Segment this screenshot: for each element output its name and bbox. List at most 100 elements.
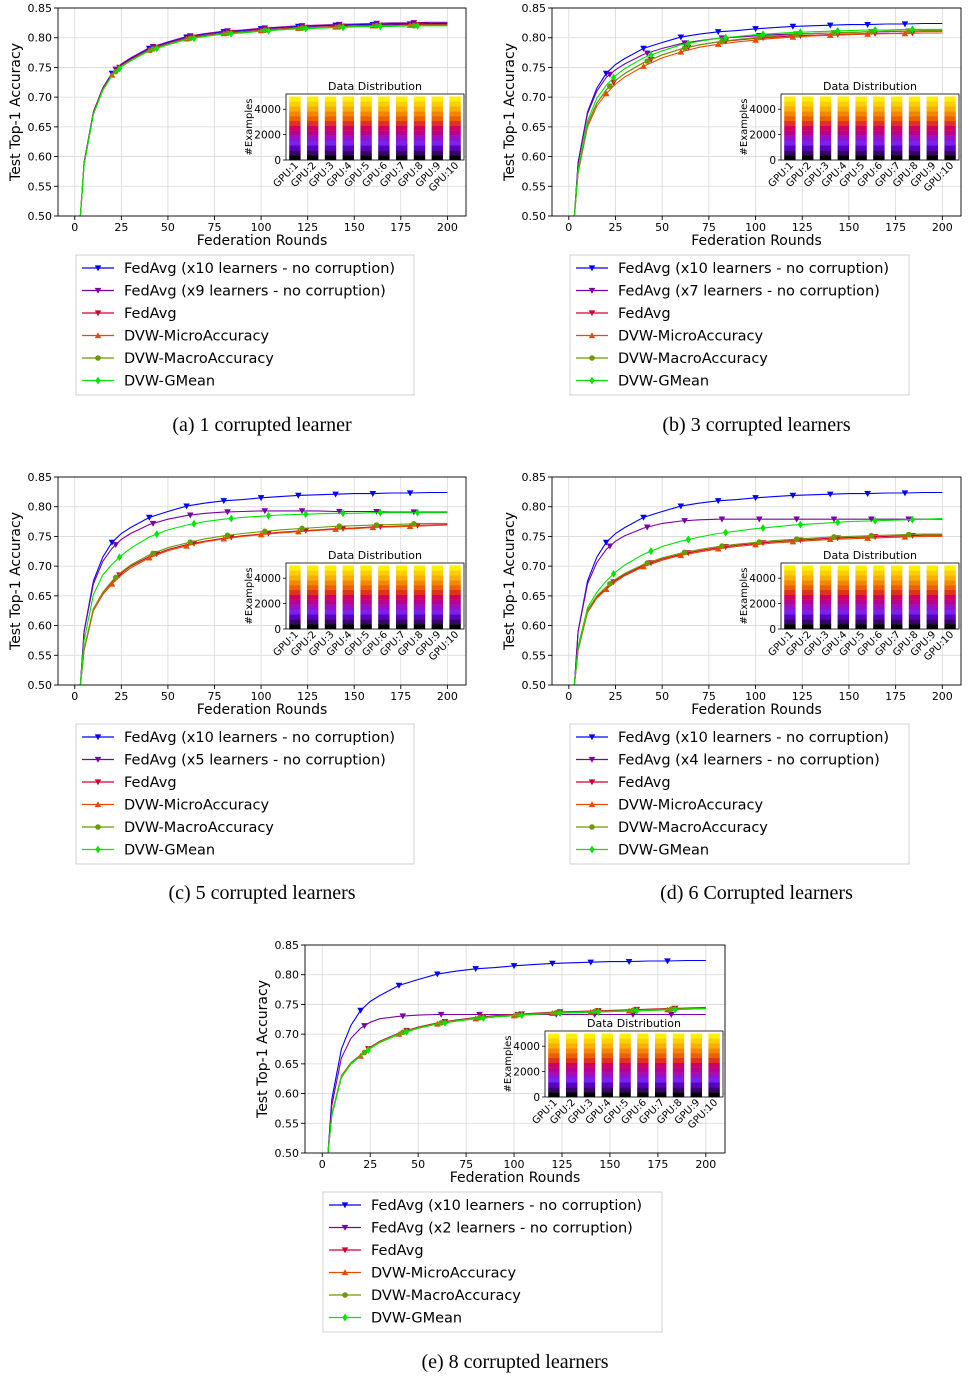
inset-bar-segment <box>378 135 390 141</box>
inset-bar-segment <box>413 570 426 576</box>
inset-bar-segment <box>855 101 867 107</box>
inset-bar-segment <box>926 155 938 161</box>
series-marker <box>220 498 228 505</box>
legend-label: DVW-MicroAccuracy <box>124 798 269 814</box>
inset-bar-segment <box>548 1057 560 1064</box>
inset-bar-segment <box>926 570 938 576</box>
inset-bar-segment <box>413 585 426 591</box>
inset-bar-segment <box>802 135 814 141</box>
legend-label: FedAvg (x9 learners - no corruption) <box>124 284 386 300</box>
inset-bar-segment <box>655 1062 667 1068</box>
inset-bar-segment <box>601 1092 613 1098</box>
inset-bar-segment <box>637 1077 649 1083</box>
inset-bar-segment <box>431 619 443 625</box>
inset-bar-segment <box>342 130 354 136</box>
inset-bar-segment <box>431 614 443 620</box>
inset-bar-segment <box>601 1043 613 1049</box>
inset-bar-segment <box>548 1043 560 1049</box>
inset-bar-segment <box>802 599 814 605</box>
inset-bar-segment <box>819 594 832 600</box>
inset-bar-segment <box>855 570 867 576</box>
inset-y-axis-label: #Examples <box>244 99 255 156</box>
series-marker <box>640 62 647 69</box>
inset-bar-segment <box>784 101 796 107</box>
inset-bar-segment <box>926 589 938 596</box>
y-tick-label: 0.75 <box>522 530 547 543</box>
inset-bar-segment <box>926 135 938 141</box>
inset-bar-segment <box>908 106 921 112</box>
inset-bar-segment <box>819 125 832 131</box>
inset-y-axis-label: #Examples <box>244 568 255 625</box>
inset-bar-segment <box>819 619 832 625</box>
inset-bar-segment <box>690 1062 702 1068</box>
legend-swatch-marker <box>588 287 596 294</box>
x-tick-label: 150 <box>344 690 365 703</box>
legend-label: DVW-MacroAccuracy <box>371 1288 521 1304</box>
inset-bar-segment <box>784 150 796 156</box>
inset-bar-segment <box>819 111 832 117</box>
inset-bar-segment <box>926 575 938 581</box>
y-tick-label: 0.60 <box>28 620 53 633</box>
inset-title: Data Distribution <box>328 80 422 93</box>
inset-bar-segment <box>672 1038 685 1044</box>
inset-bar-segment <box>837 570 849 576</box>
legend-label: FedAvg (x2 learners - no corruption) <box>371 1221 633 1237</box>
inset-bar-segment <box>819 609 832 615</box>
x-tick-label: 150 <box>838 221 859 234</box>
y-tick-label: 0.80 <box>522 32 547 45</box>
inset-bar-segment <box>342 570 354 576</box>
inset-bar-segment <box>784 585 796 591</box>
inset-bar-segment <box>566 1033 578 1039</box>
inset-y-tick-label: 2000 <box>254 130 281 142</box>
series-marker <box>640 514 647 521</box>
inset-bar-segment <box>708 1048 720 1054</box>
inset-bar-segment <box>431 135 443 141</box>
inset-bar-segment <box>601 1048 613 1054</box>
inset-bar-segment <box>891 145 903 151</box>
series-marker <box>826 22 834 29</box>
inset-bar-segment <box>307 130 319 136</box>
inset-bar-segment <box>802 624 814 630</box>
inset-bar-segment <box>926 116 938 122</box>
inset-bar-segment <box>413 589 426 596</box>
inset-bar-segment <box>690 1048 702 1054</box>
inset-bar-segment <box>891 101 903 107</box>
inset-bar-segment <box>855 594 867 600</box>
inset-bar-segment <box>784 120 796 127</box>
legend-swatch-marker <box>589 845 595 854</box>
inset-bar-segment <box>690 1053 702 1059</box>
inset-bar-segment <box>944 624 956 630</box>
inset-bar-segment <box>431 599 443 605</box>
inset-bar-segment <box>342 140 354 146</box>
inset-bar-segment <box>601 1072 613 1078</box>
legend-swatch-marker <box>588 779 596 786</box>
inset-bar-segment <box>708 1033 720 1039</box>
series-marker <box>587 959 595 966</box>
inset-bar-segment <box>449 609 461 615</box>
series-marker <box>299 25 305 31</box>
series-marker <box>625 959 633 965</box>
legend-swatch-marker <box>341 1224 349 1231</box>
inset-bar-segment <box>307 111 319 117</box>
inset-bar-segment <box>396 624 408 630</box>
inset-bar-segment <box>708 1082 720 1088</box>
inset-bar-segment <box>637 1092 649 1098</box>
inset-bar-segment <box>837 580 849 586</box>
inset-bar-segment <box>413 125 426 131</box>
inset-bar-segment <box>324 155 337 161</box>
legend-label: DVW-MicroAccuracy <box>618 329 763 345</box>
inset-bar-segment <box>449 145 461 151</box>
inset-bar-segment <box>873 125 885 131</box>
inset-bar-segment <box>619 1043 631 1049</box>
inset-bar-segment <box>926 609 938 615</box>
inset-bar-segment <box>307 125 319 131</box>
inset-bar-segment <box>360 589 372 596</box>
legend-label: DVW-MacroAccuracy <box>124 820 274 836</box>
inset-bar-segment <box>413 575 426 581</box>
series-marker <box>789 492 797 499</box>
inset-bar-segment <box>601 1033 613 1039</box>
inset-bar-segment <box>784 589 796 596</box>
y-tick-label: 0.55 <box>28 649 53 662</box>
inset-bar-segment <box>307 135 319 141</box>
